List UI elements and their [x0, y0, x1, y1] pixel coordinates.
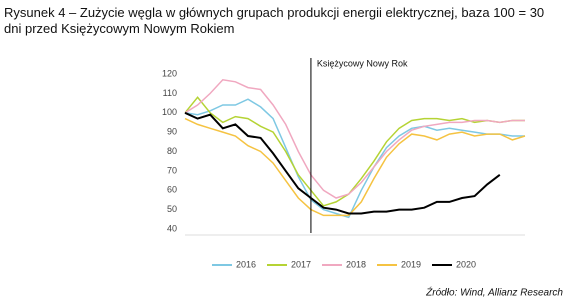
y-tick-label: 110	[163, 88, 177, 98]
legend-label: 2019	[401, 259, 421, 269]
legend-label: 2018	[346, 259, 366, 269]
y-tick-label: 70	[167, 165, 177, 175]
legend-label: 2017	[291, 259, 311, 269]
y-tick-label: 120	[162, 68, 177, 78]
series-line	[184, 96, 525, 207]
series-line	[184, 78, 525, 199]
y-tick-label: 50	[167, 204, 177, 214]
y-tick-label: 60	[167, 185, 177, 195]
annotation-label: Księżycowy Nowy Rok	[317, 58, 408, 68]
legend-label: 2016	[236, 259, 256, 269]
y-tick-label: 80	[167, 146, 177, 156]
y-tick-label: 40	[167, 223, 177, 233]
series-line	[184, 117, 526, 217]
series-line	[184, 98, 525, 219]
series-line	[184, 111, 501, 215]
chart-title: Rysunek 4 – Zużycie węgla w głównych gru…	[4, 5, 545, 36]
y-tick-label: 90	[167, 127, 177, 137]
source: Źródło: Wind, Allianz Research	[425, 286, 563, 299]
legend-label: 2020	[456, 259, 476, 269]
y-tick-label: 100	[162, 107, 177, 117]
